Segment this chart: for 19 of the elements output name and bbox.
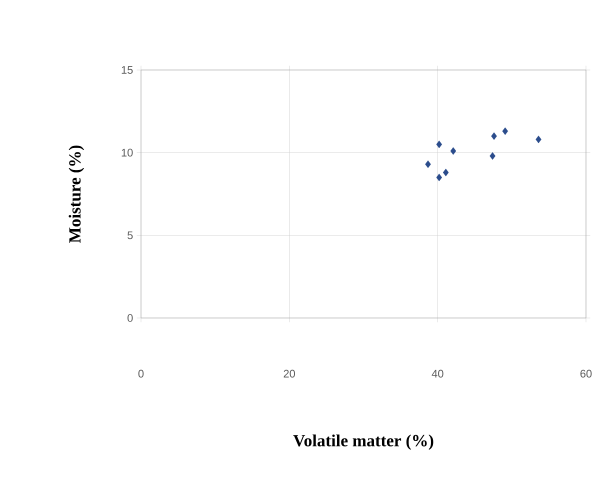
x-tick-label: 0: [138, 370, 144, 378]
x-tick-label: 60: [580, 370, 592, 378]
x-axis-title: Volatile matter (%): [293, 434, 434, 450]
point: [502, 127, 508, 135]
point: [436, 174, 442, 182]
point: [450, 147, 456, 155]
point: [490, 152, 496, 160]
point: [536, 136, 542, 144]
y-tick-label: 15: [122, 66, 133, 74]
y-axis-title: Moisture (%): [68, 146, 84, 243]
y-tick-label: 10: [122, 148, 133, 157]
y-tick-label: 5: [128, 231, 133, 240]
y-tick-label: 0: [128, 314, 133, 322]
point: [442, 168, 449, 176]
point: [436, 140, 442, 148]
x-tick-label: 40: [432, 370, 444, 378]
x-tick-label: 20: [284, 370, 296, 378]
point: [491, 132, 497, 140]
point: [425, 160, 431, 168]
